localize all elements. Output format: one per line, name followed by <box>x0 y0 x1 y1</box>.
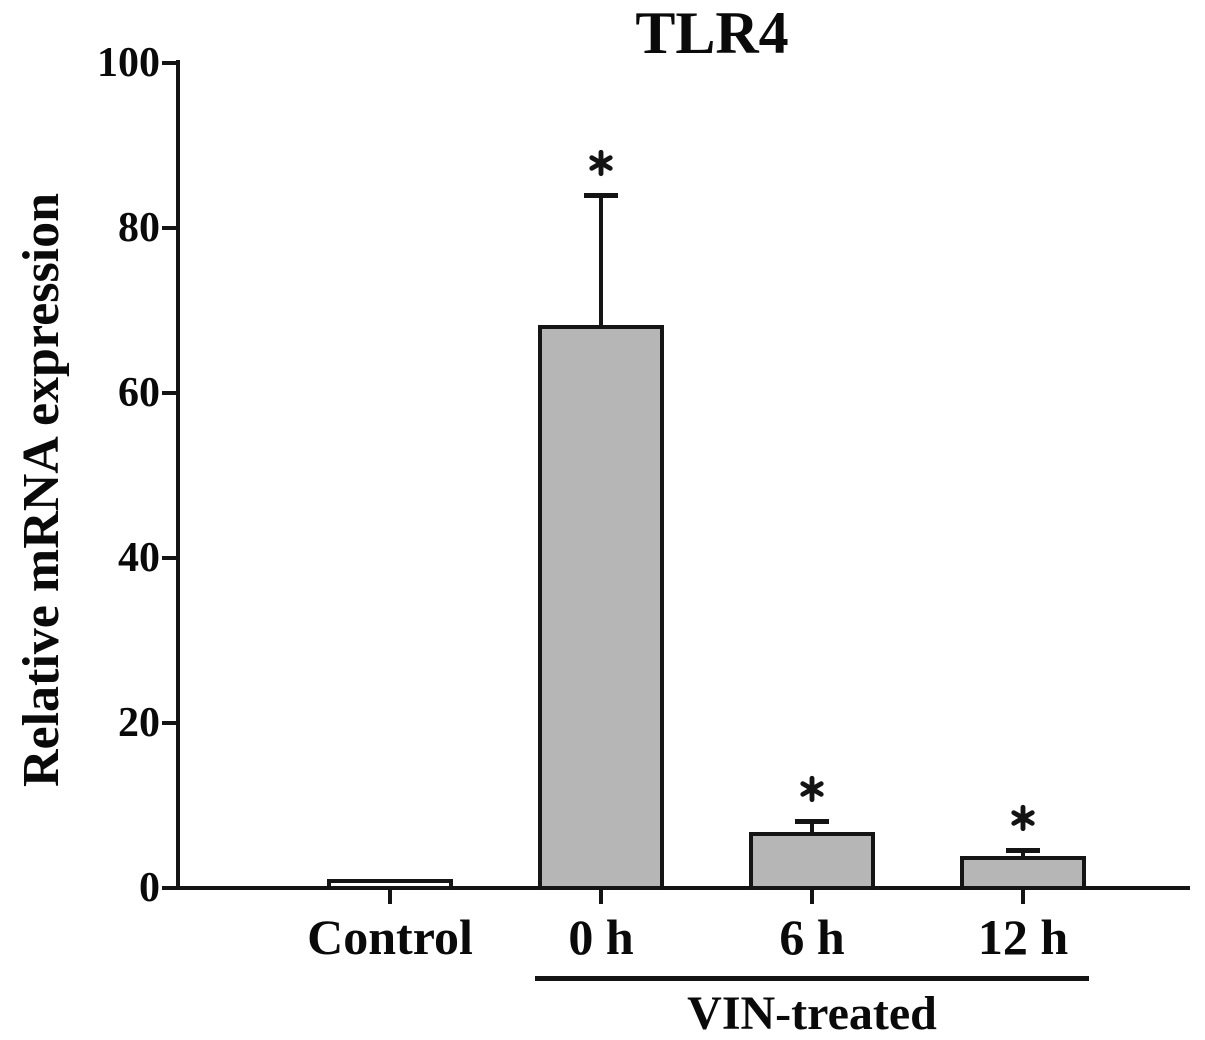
x-axis-line <box>176 886 1190 890</box>
y-tick-label-20: 20 <box>118 700 160 746</box>
group-label: VIN-treated <box>687 987 937 1040</box>
error-bar-stem-0-h <box>599 195 603 327</box>
y-tick-label-60: 60 <box>118 370 160 416</box>
error-bar-cap-0-h <box>584 193 618 198</box>
y-tick-100 <box>162 61 176 65</box>
chart-title: TLR4 <box>635 0 789 66</box>
error-bar-cap-12-h <box>1006 848 1040 854</box>
y-tick-label-80: 80 <box>118 205 160 251</box>
significance-asterisk-icon <box>1009 804 1037 832</box>
x-tick-6-h <box>810 888 814 904</box>
y-axis-line <box>176 60 180 890</box>
error-bar-stem-12-h <box>1021 850 1025 859</box>
significance-asterisk-icon <box>798 775 826 803</box>
x-tick-control <box>388 888 392 904</box>
y-tick-40 <box>162 556 176 560</box>
bar-12-h <box>960 856 1086 890</box>
significance-asterisk-icon <box>587 149 615 177</box>
x-tick-label-0-h: 0 h <box>568 909 634 965</box>
y-tick-60 <box>162 391 176 395</box>
group-underline <box>535 976 1089 981</box>
error-bar-stem-6-h <box>810 821 814 835</box>
x-tick-0-h <box>599 888 603 904</box>
y-tick-label-0: 0 <box>139 865 160 911</box>
bar-6-h <box>749 832 875 890</box>
bar-0-h <box>538 325 664 890</box>
y-tick-80 <box>162 226 176 230</box>
y-tick-0 <box>162 886 176 890</box>
bar-control <box>327 878 453 890</box>
error-bar-cap-6-h <box>795 819 829 825</box>
y-tick-20 <box>162 721 176 725</box>
x-tick-label-12-h: 12 h <box>977 909 1069 965</box>
y-tick-label-100: 100 <box>97 40 160 86</box>
x-tick-12-h <box>1021 888 1025 904</box>
x-tick-label-6-h: 6 h <box>779 909 845 965</box>
y-tick-label-40: 40 <box>118 535 160 581</box>
x-tick-label-control: Control <box>307 909 473 965</box>
